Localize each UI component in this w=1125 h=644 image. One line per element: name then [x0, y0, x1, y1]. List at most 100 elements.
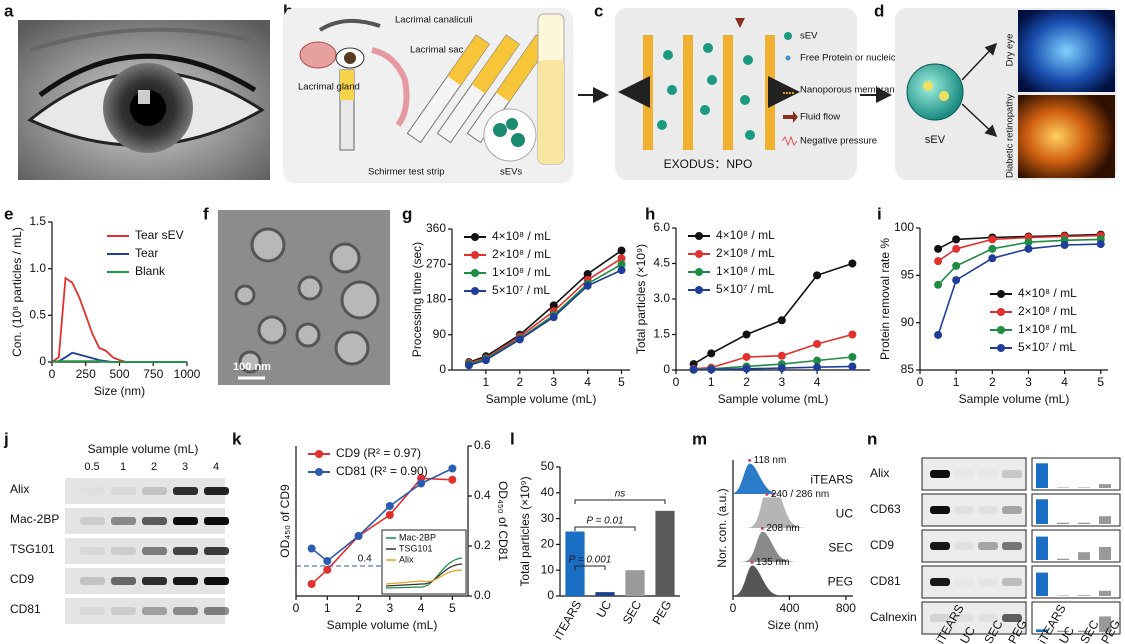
point: [1024, 244, 1033, 253]
y-tick-label: 100: [894, 220, 914, 234]
y-tick-label: 270: [426, 256, 446, 270]
bar: [565, 531, 585, 596]
y-axis-label: Total particles (×10⁹): [634, 244, 648, 354]
y-tick-label: 95: [901, 268, 915, 282]
point: [813, 363, 822, 372]
panel-label: n: [867, 429, 877, 448]
point: [742, 352, 751, 361]
label: sEV: [925, 134, 946, 146]
x-tick-label: 3: [386, 601, 393, 615]
y-tick-label: 0: [663, 362, 670, 376]
x-tick-label: 0: [730, 601, 737, 615]
label: Diabetic retinopathy: [1005, 94, 1016, 178]
band: [80, 487, 105, 495]
point: [689, 365, 698, 374]
legend-label: 5×10⁷ / mL: [492, 283, 550, 297]
point: [617, 266, 626, 275]
legend-label: CD81 (R² = 0.90): [336, 464, 428, 478]
legend-marker: [471, 269, 479, 277]
mini-bar: [1057, 522, 1069, 524]
x-axis-label: Size (nm): [94, 384, 145, 398]
panel-label: i: [877, 204, 882, 223]
x-tick-label: 2: [743, 375, 750, 389]
y-tick-label: 0: [439, 362, 446, 376]
y-tick-label: 3.0: [653, 291, 670, 305]
x-tick-label: 1000: [174, 367, 201, 381]
band: [1002, 470, 1022, 478]
point: [617, 246, 626, 255]
point: [583, 270, 592, 279]
y-tick-label: 50: [541, 459, 555, 473]
panel-label: h: [645, 204, 655, 223]
lane-label: 4: [213, 461, 219, 473]
row-label: CD9: [10, 572, 34, 586]
point: [481, 356, 490, 365]
x-tick-label: 4: [1061, 375, 1068, 389]
legend-marker: [997, 326, 1005, 334]
band: [954, 470, 974, 478]
category-label: PEG: [828, 575, 853, 589]
bar: [655, 510, 675, 596]
point: [848, 352, 857, 361]
y-tick-label: 0: [547, 588, 554, 602]
band: [930, 470, 950, 478]
band: [978, 470, 998, 478]
y-tick-label: 30: [541, 511, 555, 525]
x-tick-label: 1: [324, 601, 331, 615]
mini-bar: [1036, 536, 1048, 560]
legend-marker: [315, 468, 323, 476]
band: [173, 517, 198, 525]
x-axis-label: Sample volume (mL): [718, 392, 829, 406]
mini-bar: [1099, 484, 1111, 488]
band: [930, 542, 950, 550]
point: [848, 330, 857, 339]
point: [848, 259, 857, 268]
annotation: ns: [615, 489, 626, 500]
diagram-d: sEV Dry eye Diabetic retinopathy: [895, 8, 1117, 180]
lane-label: UC: [957, 624, 978, 644]
x-tick-label: 2: [355, 601, 362, 615]
point: [307, 544, 316, 553]
band: [978, 578, 998, 586]
band: [978, 614, 998, 622]
point: [988, 244, 997, 253]
x-tick-label: iTEARS: [551, 598, 584, 642]
point: [417, 479, 426, 488]
band: [204, 547, 229, 555]
row-label: CD63: [870, 502, 901, 516]
point: [813, 271, 822, 280]
category-label: UC: [836, 507, 854, 521]
peak-label: 118 nm: [754, 455, 787, 466]
band: [204, 577, 229, 585]
x-tick-label: 0: [673, 375, 680, 389]
x-tick-label: 2: [989, 375, 996, 389]
row-label: CD9: [870, 538, 894, 552]
panel-label: a: [4, 1, 14, 20]
legend-label: Tear sEV: [135, 228, 184, 242]
legend-label: 4×10⁸ / mL: [492, 229, 551, 243]
y-tick-label: 1.5: [653, 327, 670, 341]
peak-marker: [760, 526, 764, 530]
band: [204, 517, 229, 525]
point: [707, 365, 716, 374]
point: [323, 557, 332, 565]
mini-bar: [1057, 630, 1069, 632]
band: [111, 577, 136, 585]
legend-label: 1×10⁸ / mL: [1018, 322, 1077, 336]
x-tick-label: 5: [1097, 375, 1104, 389]
peak-label: 135 nm: [756, 557, 789, 568]
panel-label: j: [3, 429, 9, 448]
point: [448, 475, 457, 484]
legend-label: Blank: [135, 264, 166, 278]
legend-label: 1×10⁸ / mL: [716, 264, 775, 278]
legend-label: 4×10⁸ / mL: [1018, 286, 1077, 300]
label: sEVs: [500, 167, 522, 178]
point: [777, 316, 786, 325]
band: [1002, 506, 1022, 514]
legend-marker: [997, 344, 1005, 352]
bar: [595, 592, 615, 596]
x-tick-label: 0: [293, 601, 300, 615]
legend-label: 1×10⁸ / mL: [492, 265, 551, 279]
x-tick-label: 5: [618, 375, 625, 389]
annotation: P = 0.01: [586, 516, 623, 527]
